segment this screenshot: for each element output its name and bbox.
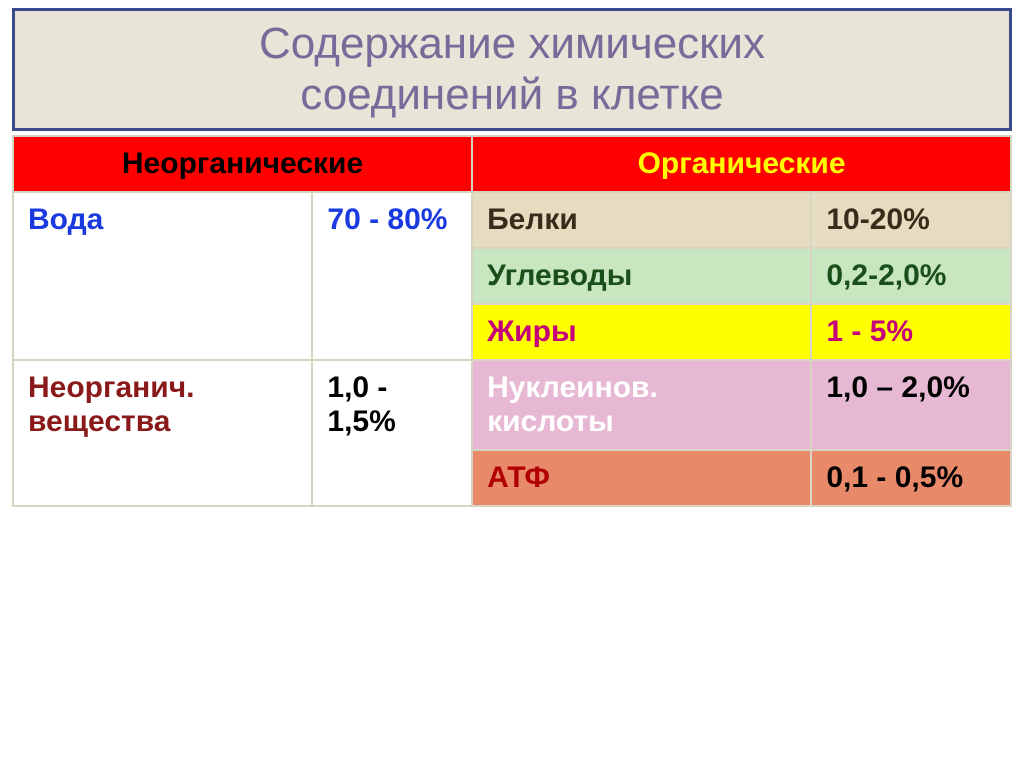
right-label-3-line: Нуклеинов. (487, 371, 796, 405)
left-value-3: 1,0 - 1,5% (312, 360, 472, 506)
title-line-1: Содержание химических (15, 19, 1009, 70)
left-label-3-line: Неорганич. (28, 371, 297, 405)
right-label-4: АТФ (472, 450, 811, 506)
right-label-3: Нуклеинов.кислоты (472, 360, 811, 450)
right-value-1: 0,2-2,0% (811, 248, 1011, 304)
header-organic: Органические (472, 136, 1011, 192)
right-value-4: 0,1 - 0,5% (811, 450, 1011, 506)
right-value-0: 10-20% (811, 192, 1011, 248)
left-label-3-line: вещества (28, 405, 297, 439)
composition-table: НеорганическиеОрганические Вода70 - 80%Бе… (12, 135, 1012, 507)
right-label-2: Жиры (472, 304, 811, 360)
left-value-0: 70 - 80% (312, 192, 472, 360)
left-label-0: Вода (13, 192, 312, 360)
right-value-3: 1,0 – 2,0% (811, 360, 1011, 450)
header-inorganic: Неорганические (13, 136, 472, 192)
title-line-2: соединений в клетке (15, 70, 1009, 121)
right-value-2: 1 - 5% (811, 304, 1011, 360)
right-label-3-line: кислоты (487, 405, 796, 439)
slide-title: Содержание химических соединений в клетк… (12, 8, 1012, 131)
right-label-1: Углеводы (472, 248, 811, 304)
left-label-3: Неорганич.вещества (13, 360, 312, 506)
right-label-0: Белки (472, 192, 811, 248)
